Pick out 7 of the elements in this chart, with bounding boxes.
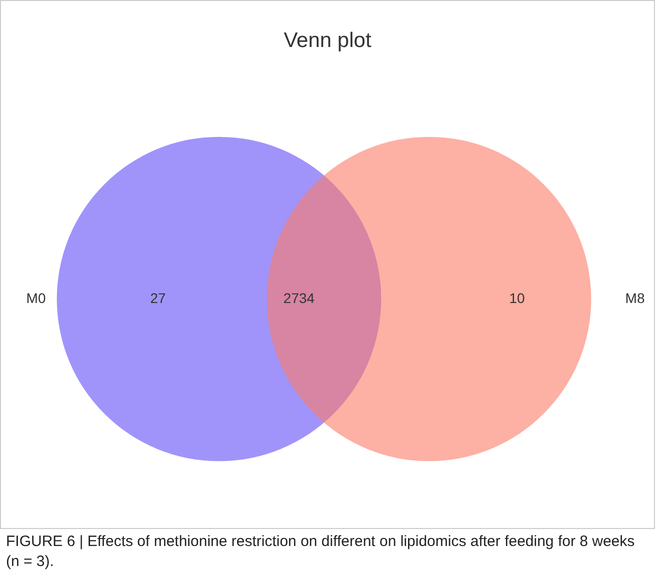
category-label: M0 bbox=[26, 290, 46, 306]
category-label: M8 bbox=[625, 290, 645, 306]
caption: FIGURE 6 | Effects of methionine restriction on different on lipidomics after feeding for 8 weeks (n = 3). bbox=[6, 532, 636, 572]
data-label: 10 bbox=[509, 290, 525, 306]
data-label: 2734 bbox=[283, 290, 315, 306]
text: Venn plot bbox=[284, 29, 372, 52]
data-label: 27 bbox=[150, 290, 166, 306]
